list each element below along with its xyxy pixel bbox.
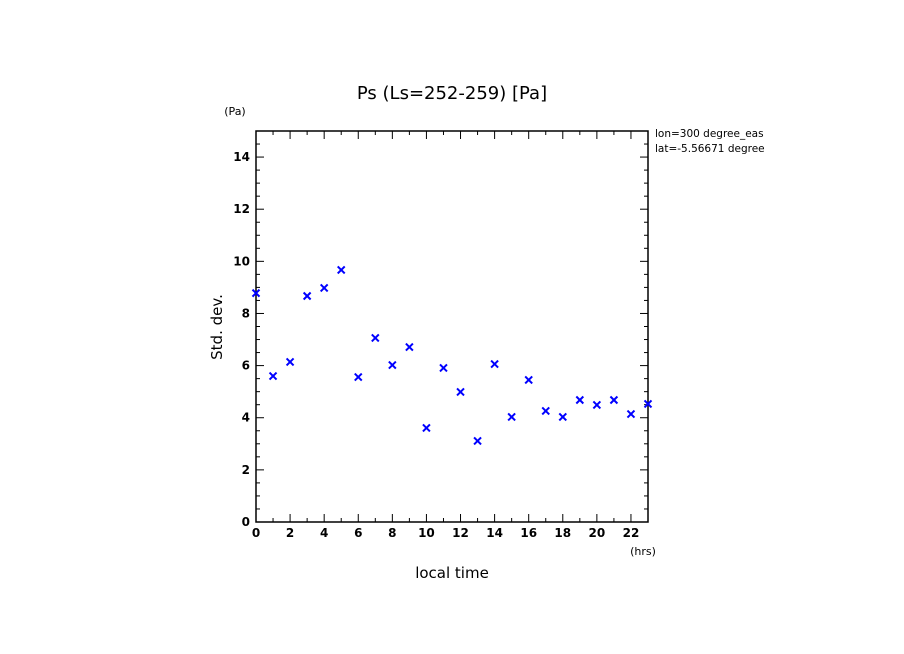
y-tick-label: 8	[242, 306, 250, 320]
y-tick-label: 12	[233, 202, 250, 216]
y-axis-label: Std. dev.	[208, 294, 226, 360]
data-point	[524, 375, 533, 385]
data-point	[302, 291, 312, 301]
data-point	[643, 399, 653, 409]
x-tick-label: 18	[554, 526, 571, 540]
x-tick-label: 20	[589, 526, 606, 540]
data-point	[371, 333, 380, 343]
x-tick-label: 10	[418, 526, 435, 540]
data-point	[507, 412, 516, 422]
data-point	[285, 357, 295, 367]
data-point	[473, 436, 482, 446]
plot-frame	[255, 130, 649, 523]
y-unit-label: (Pa)	[224, 105, 245, 118]
x-unit-label: (hrs)	[630, 545, 656, 558]
x-tick-label: 16	[520, 526, 537, 540]
x-tick-label: 8	[388, 526, 396, 540]
y-tick-label: 0	[242, 515, 250, 529]
data-point	[626, 409, 636, 419]
x-tick-label: 22	[623, 526, 640, 540]
y-tick-label: 4	[242, 411, 250, 425]
data-point	[609, 395, 619, 405]
y-tick-label: 2	[242, 463, 250, 477]
chart-title: Ps (Ls=252-259) [Pa]	[357, 83, 547, 104]
data-point	[490, 359, 499, 369]
data-point	[319, 283, 329, 293]
x-axis-label: local time	[415, 564, 489, 582]
x-tick-label: 6	[354, 526, 362, 540]
data-point	[541, 406, 550, 416]
x-tick-label: 14	[486, 526, 503, 540]
data-point	[337, 265, 346, 275]
y-tick-label: 14	[233, 150, 250, 164]
data-point	[405, 342, 414, 352]
data-point	[388, 360, 397, 370]
data-point	[575, 395, 585, 405]
x-tick-label: 2	[286, 526, 294, 540]
y-tick-label: 10	[233, 254, 250, 268]
data-point	[422, 423, 431, 433]
data-point	[268, 371, 278, 381]
data-point	[558, 412, 567, 422]
lat-annotation: lat=-5.56671 degree	[655, 143, 765, 155]
y-tick-label: 6	[242, 359, 250, 373]
lon-annotation: lon=300 degree_eas	[655, 128, 764, 140]
x-tick-label: 12	[452, 526, 469, 540]
x-tick-label: 0	[252, 526, 260, 540]
data-point	[456, 387, 465, 397]
data-point	[354, 372, 363, 382]
data-point	[439, 363, 448, 373]
data-point	[251, 288, 261, 298]
x-tick-label: 4	[320, 526, 328, 540]
data-point	[592, 400, 602, 410]
